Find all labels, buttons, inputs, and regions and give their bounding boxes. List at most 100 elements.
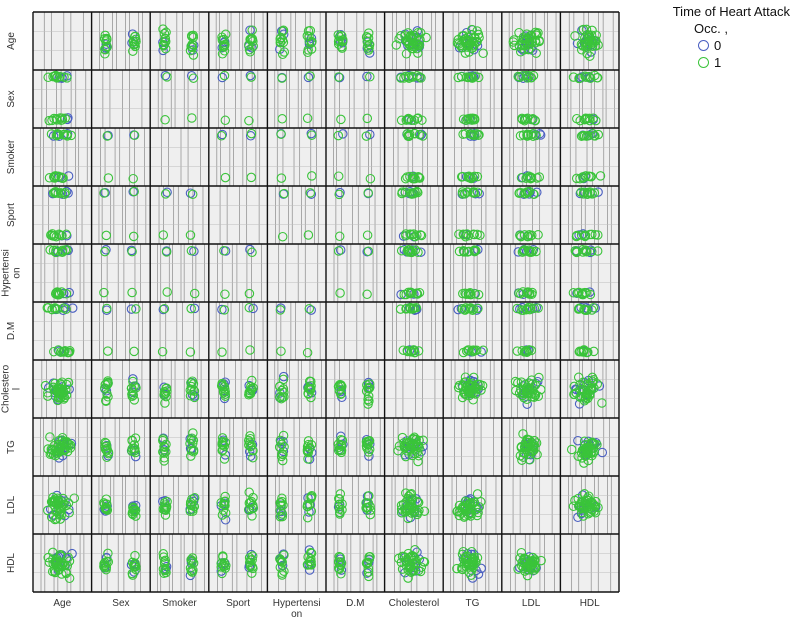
scatter-point xyxy=(158,434,168,444)
scatter-point xyxy=(471,504,481,515)
scatter-point xyxy=(533,391,544,402)
scatter-point xyxy=(307,130,317,140)
panel-bg xyxy=(208,186,268,244)
scatter-point xyxy=(416,230,427,241)
scatter-point xyxy=(520,40,530,50)
scatter-point xyxy=(47,566,58,577)
scatter-point xyxy=(52,554,62,565)
scatter-point xyxy=(129,381,139,391)
scatter-point xyxy=(334,231,345,242)
scatter-point xyxy=(581,24,592,35)
scatter-point xyxy=(53,130,63,140)
scatter-point xyxy=(217,378,227,389)
scatter-point xyxy=(597,398,607,408)
scatter-point xyxy=(410,445,421,455)
scatter-point xyxy=(518,287,528,297)
scatter-point xyxy=(531,246,541,257)
scatter-point xyxy=(62,114,73,125)
scatter-point xyxy=(46,129,57,139)
scatter-point xyxy=(403,131,413,142)
scatter-point xyxy=(408,555,418,566)
scatter-point xyxy=(466,570,476,580)
scatter-point xyxy=(248,452,258,463)
scatter-point xyxy=(49,188,59,198)
scatter-point xyxy=(415,28,426,38)
panel-bg xyxy=(208,534,268,592)
scatter-point xyxy=(402,37,413,47)
scatter-point xyxy=(334,499,344,510)
scatter-point xyxy=(277,455,288,466)
scatter-point xyxy=(474,188,484,199)
scatter-point xyxy=(526,114,536,125)
scatter-point xyxy=(363,246,374,257)
scatter-point xyxy=(160,34,170,44)
scatter-point xyxy=(522,172,533,182)
scatter-point xyxy=(468,346,478,357)
x-axis-label: D.M xyxy=(346,598,364,609)
scatter-point xyxy=(333,246,344,256)
scatter-point xyxy=(459,247,469,257)
scatter-point xyxy=(157,346,168,357)
panel-bg xyxy=(267,186,326,244)
scatter-point xyxy=(571,173,582,184)
scatter-point xyxy=(245,244,255,255)
scatter-point xyxy=(589,188,600,198)
scatter-point xyxy=(524,71,534,81)
scatter-point xyxy=(220,391,231,401)
panel-bg xyxy=(150,418,209,476)
scatter-point xyxy=(413,48,423,58)
scatter-point xyxy=(391,40,402,50)
panel-bg xyxy=(33,70,92,128)
scatter-point xyxy=(403,565,413,575)
scatter-point xyxy=(101,562,112,573)
scatter-point xyxy=(472,229,482,240)
scatter-point xyxy=(220,386,230,397)
scatter-point xyxy=(131,304,141,314)
scatter-point xyxy=(336,445,347,456)
scatter-point xyxy=(161,383,171,394)
scatter-point xyxy=(302,501,313,512)
scatter-point xyxy=(466,173,477,184)
scatter-point xyxy=(189,288,200,299)
scatter-point xyxy=(306,189,317,199)
x-axis-label: Sport xyxy=(226,598,250,609)
scatter-point xyxy=(363,436,373,446)
scatter-point xyxy=(333,30,344,40)
scatter-point xyxy=(587,25,597,36)
scatter-point xyxy=(458,288,468,299)
scatter-point xyxy=(333,130,344,141)
scatter-point xyxy=(158,40,169,51)
scatter-point xyxy=(521,440,532,451)
scatter-point xyxy=(464,246,474,257)
scatter-point xyxy=(333,36,344,47)
scatter-point xyxy=(408,552,419,562)
scatter-point xyxy=(361,441,372,451)
scatter-point xyxy=(102,131,113,141)
scatter-point xyxy=(334,494,345,504)
scatter-point xyxy=(574,73,584,84)
scatter-point xyxy=(160,115,170,125)
scatter-point xyxy=(590,507,601,518)
scatter-point xyxy=(188,32,199,43)
scatter-point xyxy=(463,560,474,570)
panel-bg xyxy=(267,360,326,418)
scatter-point xyxy=(307,171,317,181)
scatter-point xyxy=(279,392,289,402)
scatter-point xyxy=(587,437,597,447)
scatter-point xyxy=(219,46,230,56)
scatter-point xyxy=(54,560,65,571)
scatter-point xyxy=(102,303,112,314)
scatter-point xyxy=(458,347,469,358)
scatter-point xyxy=(185,45,196,56)
scatter-point xyxy=(336,114,346,125)
scatter-point xyxy=(576,187,586,198)
scatter-point xyxy=(61,229,72,240)
scatter-point xyxy=(279,566,289,576)
scatter-point xyxy=(456,71,467,82)
scatter-point xyxy=(467,36,477,46)
scatter-point xyxy=(128,386,138,396)
scatter-point xyxy=(187,376,198,386)
scatter-point xyxy=(186,41,196,52)
scatter-point xyxy=(413,456,423,467)
